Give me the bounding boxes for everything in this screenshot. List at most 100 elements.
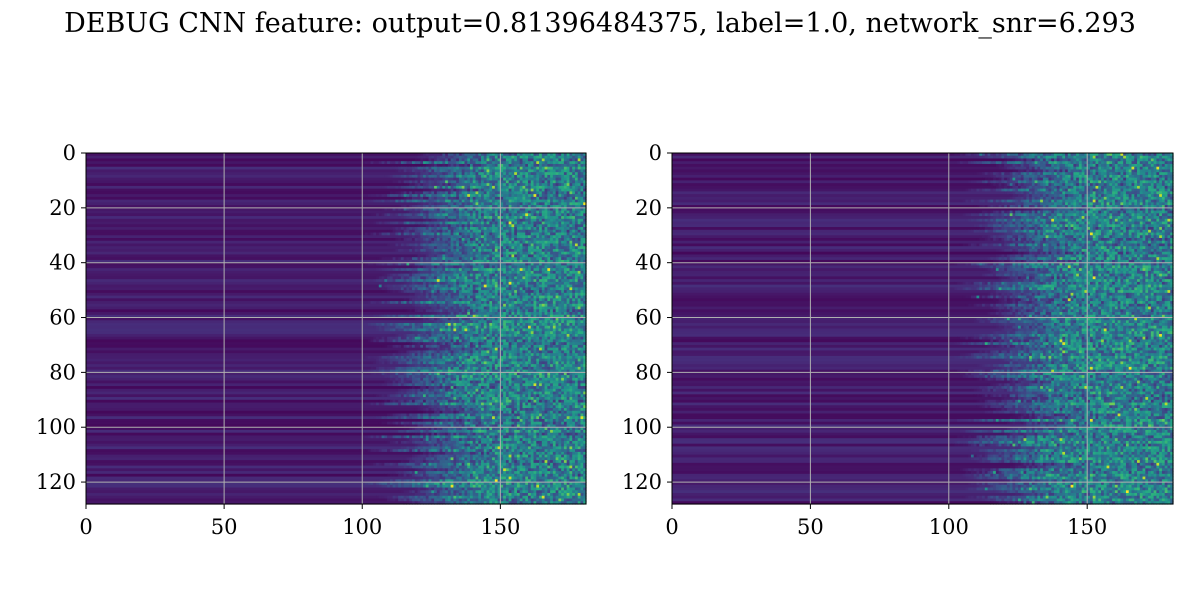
- heatmap-cell: [425, 172, 430, 176]
- heatmap-cell: [453, 232, 457, 236]
- heatmap-cell: [572, 183, 576, 187]
- heatmap-cell: [486, 238, 490, 242]
- heatmap-cell: [494, 218, 499, 223]
- heatmap-cell: [450, 177, 455, 182]
- heatmap-cell: [447, 183, 452, 187]
- heatmap-cell: [400, 232, 405, 236]
- heatmap-cell: [398, 174, 402, 179]
- heatmap-cell: [492, 183, 496, 187]
- heatmap-cell: [467, 243, 471, 247]
- heatmap-cell: [569, 205, 573, 209]
- heatmap-cell: [481, 224, 485, 228]
- heatmap-cell: [583, 196, 587, 201]
- heatmap-cell: [489, 166, 493, 171]
- heatmap-cell: [527, 199, 532, 203]
- heatmap-cell: [409, 199, 413, 203]
- heatmap-cell: [558, 202, 562, 206]
- heatmap-cell: [563, 161, 568, 165]
- heatmap-cell: [392, 169, 396, 173]
- heatmap-cell: [511, 191, 515, 195]
- heatmap-cell: [478, 185, 482, 190]
- heatmap-cell: [552, 221, 557, 225]
- heatmap-cell: [530, 180, 535, 184]
- heatmap-cell: [458, 194, 463, 198]
- heatmap-cell: [420, 153, 424, 157]
- heatmap-cell: [547, 202, 551, 206]
- heatmap-cell: [555, 238, 559, 242]
- heatmap-cell: [456, 153, 460, 157]
- heatmap-cell: [403, 238, 408, 242]
- heatmap-cell: [558, 174, 562, 179]
- heatmap-cell: [439, 155, 443, 160]
- heatmap-cell: [550, 243, 554, 247]
- heatmap-cell: [530, 229, 535, 234]
- heatmap-cell: [569, 207, 573, 212]
- heatmap-cell: [384, 174, 388, 179]
- heatmap-cell: [536, 166, 540, 171]
- heatmap-cell: [536, 188, 540, 192]
- heatmap-cell: [400, 174, 405, 179]
- heatmap-cell: [445, 194, 449, 198]
- heatmap-cell: [450, 227, 455, 231]
- heatmap-cell: [547, 229, 551, 234]
- heatmap-cell: [434, 227, 438, 231]
- heatmap-cell: [453, 191, 457, 195]
- heatmap-cell: [539, 235, 543, 239]
- heatmap-cell: [442, 232, 446, 236]
- heatmap-cell: [522, 218, 526, 223]
- heatmap-cell: [536, 216, 540, 220]
- heatmap-cell: [577, 166, 582, 171]
- heatmap-cell: [467, 213, 471, 217]
- heatmap-cell: [539, 199, 543, 203]
- heatmap-cell: [420, 227, 424, 231]
- heatmap-cell: [436, 172, 441, 176]
- heatmap-cell: [544, 196, 548, 201]
- heatmap-cell: [483, 218, 488, 223]
- heatmap-cell: [516, 199, 521, 203]
- heatmap-cell: [572, 155, 576, 160]
- heatmap-cell: [525, 177, 529, 182]
- heatmap-cell: [478, 199, 482, 203]
- heatmap-cell: [536, 240, 540, 245]
- heatmap-cell: [403, 199, 408, 203]
- heatmap-cell: [456, 196, 460, 201]
- heatmap-cell: [503, 207, 507, 212]
- heatmap-cell: [425, 185, 430, 190]
- heatmap-cell: [467, 207, 471, 212]
- heatmap-cell: [420, 166, 424, 171]
- heatmap-cell: [434, 194, 438, 198]
- heatmap-cell: [398, 196, 402, 201]
- heatmap-cell: [458, 210, 463, 214]
- heatmap-cell: [406, 196, 410, 201]
- heatmap-cell: [428, 194, 432, 198]
- heatmap-cell: [541, 180, 546, 184]
- heatmap-cell: [497, 238, 501, 242]
- heatmap-cell: [519, 161, 524, 165]
- heatmap-cell: [423, 227, 427, 231]
- heatmap-cell: [583, 172, 587, 176]
- heatmap-row-stripe: [86, 221, 372, 225]
- heatmap-cell: [569, 240, 573, 245]
- heatmap-cell: [472, 177, 477, 182]
- heatmap-cell: [555, 172, 559, 176]
- heatmap-cell: [461, 202, 466, 206]
- heatmap-cell: [425, 210, 430, 214]
- heatmap-cell: [522, 153, 526, 157]
- heatmap-cell: [525, 238, 529, 242]
- heatmap-cell: [409, 221, 413, 225]
- heatmap-cell: [414, 213, 419, 217]
- heatmap-cell: [555, 174, 559, 179]
- heatmap-cell: [467, 218, 471, 223]
- heatmap-cell: [522, 172, 526, 176]
- heatmap-cell: [423, 172, 427, 176]
- heatmap-cell: [492, 210, 496, 214]
- heatmap-cell: [486, 218, 490, 223]
- heatmap-cell: [533, 216, 537, 220]
- heatmap-cell: [552, 199, 557, 203]
- heatmap-cell: [423, 194, 427, 198]
- heatmap-cell: [367, 213, 372, 217]
- heatmap-cell: [577, 158, 582, 162]
- heatmap-cell: [508, 229, 513, 234]
- heatmap-cell: [533, 229, 537, 234]
- heatmap-cell: [514, 202, 518, 206]
